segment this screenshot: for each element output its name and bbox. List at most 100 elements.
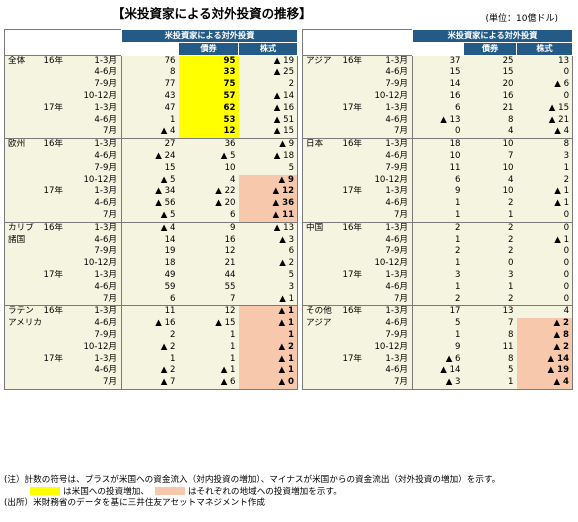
period-label: 10-12月 bbox=[368, 258, 413, 270]
table-row: 17年 1-3月 ▲ 34 ▲ 22 ▲ 12 bbox=[4, 186, 298, 199]
stocks-value: ▲ 1 bbox=[516, 186, 573, 199]
period-label: 7月 bbox=[368, 293, 413, 306]
region-label: アメリカ bbox=[4, 318, 42, 330]
period-label: 7-9月 bbox=[71, 246, 122, 259]
table-row: 17年 1-3月 9 10 ▲ 1 bbox=[302, 186, 573, 199]
table-row: 7月 6 7 ▲ 1 bbox=[4, 293, 298, 306]
stocks-value: 0 bbox=[516, 258, 573, 270]
table-row: 10-12月 ▲ 2 1 ▲ 2 bbox=[4, 341, 298, 354]
total-value: ▲ 24 bbox=[121, 150, 179, 163]
total-value: 1 bbox=[412, 281, 464, 294]
stocks-value: ▲ 9 bbox=[238, 138, 298, 151]
orange-swatch bbox=[154, 486, 185, 495]
region-label bbox=[4, 186, 42, 199]
total-value: 14 bbox=[412, 79, 464, 91]
total-value: 6 bbox=[412, 102, 464, 115]
table-row: 10-12月 18 21 ▲ 2 bbox=[4, 258, 298, 270]
year-label bbox=[41, 293, 72, 306]
table-row: 7-9月 19 12 6 bbox=[4, 246, 298, 259]
table-row: 7月 ▲ 3 1 ▲ 4 bbox=[302, 377, 573, 390]
region-label bbox=[4, 209, 42, 223]
period-label: 4-6月 bbox=[368, 365, 413, 378]
bonds-value: 9 bbox=[178, 221, 239, 235]
stocks-value: ▲ 18 bbox=[238, 150, 298, 163]
stocks-value: 0 bbox=[516, 67, 573, 80]
stocks-value: 0 bbox=[516, 281, 573, 294]
region-label: カリブ bbox=[4, 221, 42, 235]
region-label bbox=[4, 174, 42, 187]
year-label: 16年 bbox=[340, 221, 369, 235]
note-line-legend: は米国への投資増加、 はそれぞれの地域への投資増加を示す。 bbox=[4, 486, 500, 499]
period-label: 7月 bbox=[71, 126, 122, 139]
total-value: 17 bbox=[412, 305, 464, 319]
region-label bbox=[302, 114, 341, 127]
stocks-value: ▲ 19 bbox=[516, 365, 573, 378]
stocks-value: 0 bbox=[516, 269, 573, 282]
region-label bbox=[302, 258, 341, 270]
table-row: 4-6月 ▲ 56 ▲ 20 ▲ 36 bbox=[4, 198, 298, 210]
total-value: 11 bbox=[412, 162, 464, 175]
bonds-value: 95 bbox=[178, 54, 239, 68]
table-row: 4-6月 ▲ 13 8 ▲ 21 bbox=[302, 114, 573, 127]
year-label bbox=[41, 258, 72, 270]
table-row: 4-6月 1 1 0 bbox=[302, 281, 573, 294]
table-row: 4-6月 59 55 3 bbox=[4, 281, 298, 294]
period-label: 4-6月 bbox=[368, 234, 413, 247]
period-label: 1-3月 bbox=[71, 305, 122, 319]
region-label: 中国 bbox=[302, 221, 341, 235]
legend-orange-text: はそれぞれの地域への投資増加を示す。 bbox=[187, 486, 342, 497]
region-label bbox=[302, 186, 341, 199]
left-investment-table: 米投資家による対外投資 債券 株式 全体 16年 1-3月 76 95 ▲ 19 4-6月 8… bbox=[4, 29, 299, 390]
stocks-value: ▲ 1 bbox=[238, 293, 298, 306]
total-value: 37 bbox=[412, 54, 464, 68]
period-label: 1-3月 bbox=[71, 54, 122, 68]
table-row: その他 16年 1-3月 17 13 4 bbox=[302, 305, 573, 319]
year-label: 17年 bbox=[340, 186, 369, 199]
bonds-value: 13 bbox=[463, 305, 517, 319]
stocks-value: 5 bbox=[238, 162, 298, 175]
total-value: ▲ 5 bbox=[121, 174, 179, 187]
region-label bbox=[4, 79, 42, 91]
year-label bbox=[340, 162, 369, 175]
bonds-value: ▲ 5 bbox=[178, 150, 239, 163]
bonds-value: 33 bbox=[178, 67, 239, 80]
total-value: 2 bbox=[412, 246, 464, 259]
bonds-value: 25 bbox=[463, 54, 517, 68]
bonds-value: 1 bbox=[463, 281, 517, 294]
region-label bbox=[302, 162, 341, 175]
period-label: 4-6月 bbox=[368, 114, 413, 127]
total-value: 6 bbox=[412, 174, 464, 187]
bonds-value: 16 bbox=[463, 90, 517, 103]
period-label: 7-9月 bbox=[368, 79, 413, 91]
year-label bbox=[41, 234, 72, 247]
stocks-value: ▲ 19 bbox=[238, 54, 298, 68]
table-row: アジア 16年 1-3月 37 25 13 bbox=[302, 54, 573, 68]
region-label bbox=[302, 90, 341, 103]
year-label bbox=[41, 341, 72, 354]
region-label bbox=[4, 198, 42, 210]
total-value: 11 bbox=[121, 305, 179, 319]
total-value: 49 bbox=[121, 269, 179, 282]
year-label: 16年 bbox=[340, 305, 369, 319]
bonds-value: 12 bbox=[178, 305, 239, 319]
region-label bbox=[302, 281, 341, 294]
year-label bbox=[340, 293, 369, 306]
bonds-value: 20 bbox=[463, 79, 517, 91]
left-table-body: 全体 16年 1-3月 76 95 ▲ 19 4-6月 8 33 ▲ 25 7-9月 77 75 2 10-… bbox=[4, 54, 298, 390]
total-value: 47 bbox=[121, 102, 179, 115]
year-label: 17年 bbox=[340, 269, 369, 282]
right-investment-table: 米投資家による対外投資 債券 株式 アジア 16年 1-3月 37 25 13 4-6月 15… bbox=[302, 29, 574, 390]
region-label bbox=[302, 126, 341, 139]
total-value: 16 bbox=[412, 90, 464, 103]
header-main-right: 米投資家による対外投資 bbox=[412, 29, 574, 43]
region-label bbox=[302, 269, 341, 282]
total-value: 1 bbox=[412, 198, 464, 210]
table-row: 7-9月 1 8 ▲ 8 bbox=[302, 329, 573, 342]
region-label bbox=[4, 377, 42, 390]
note-line-1: (注）計数の符号は、プラスが米国への資金流入（対内投資の増加）、マイナスが米国か… bbox=[4, 475, 501, 485]
stocks-value: ▲ 1 bbox=[516, 198, 573, 210]
region-label bbox=[302, 246, 341, 259]
period-label: 1-3月 bbox=[71, 138, 122, 151]
period-label: 7月 bbox=[71, 377, 122, 390]
region-label bbox=[4, 90, 42, 103]
